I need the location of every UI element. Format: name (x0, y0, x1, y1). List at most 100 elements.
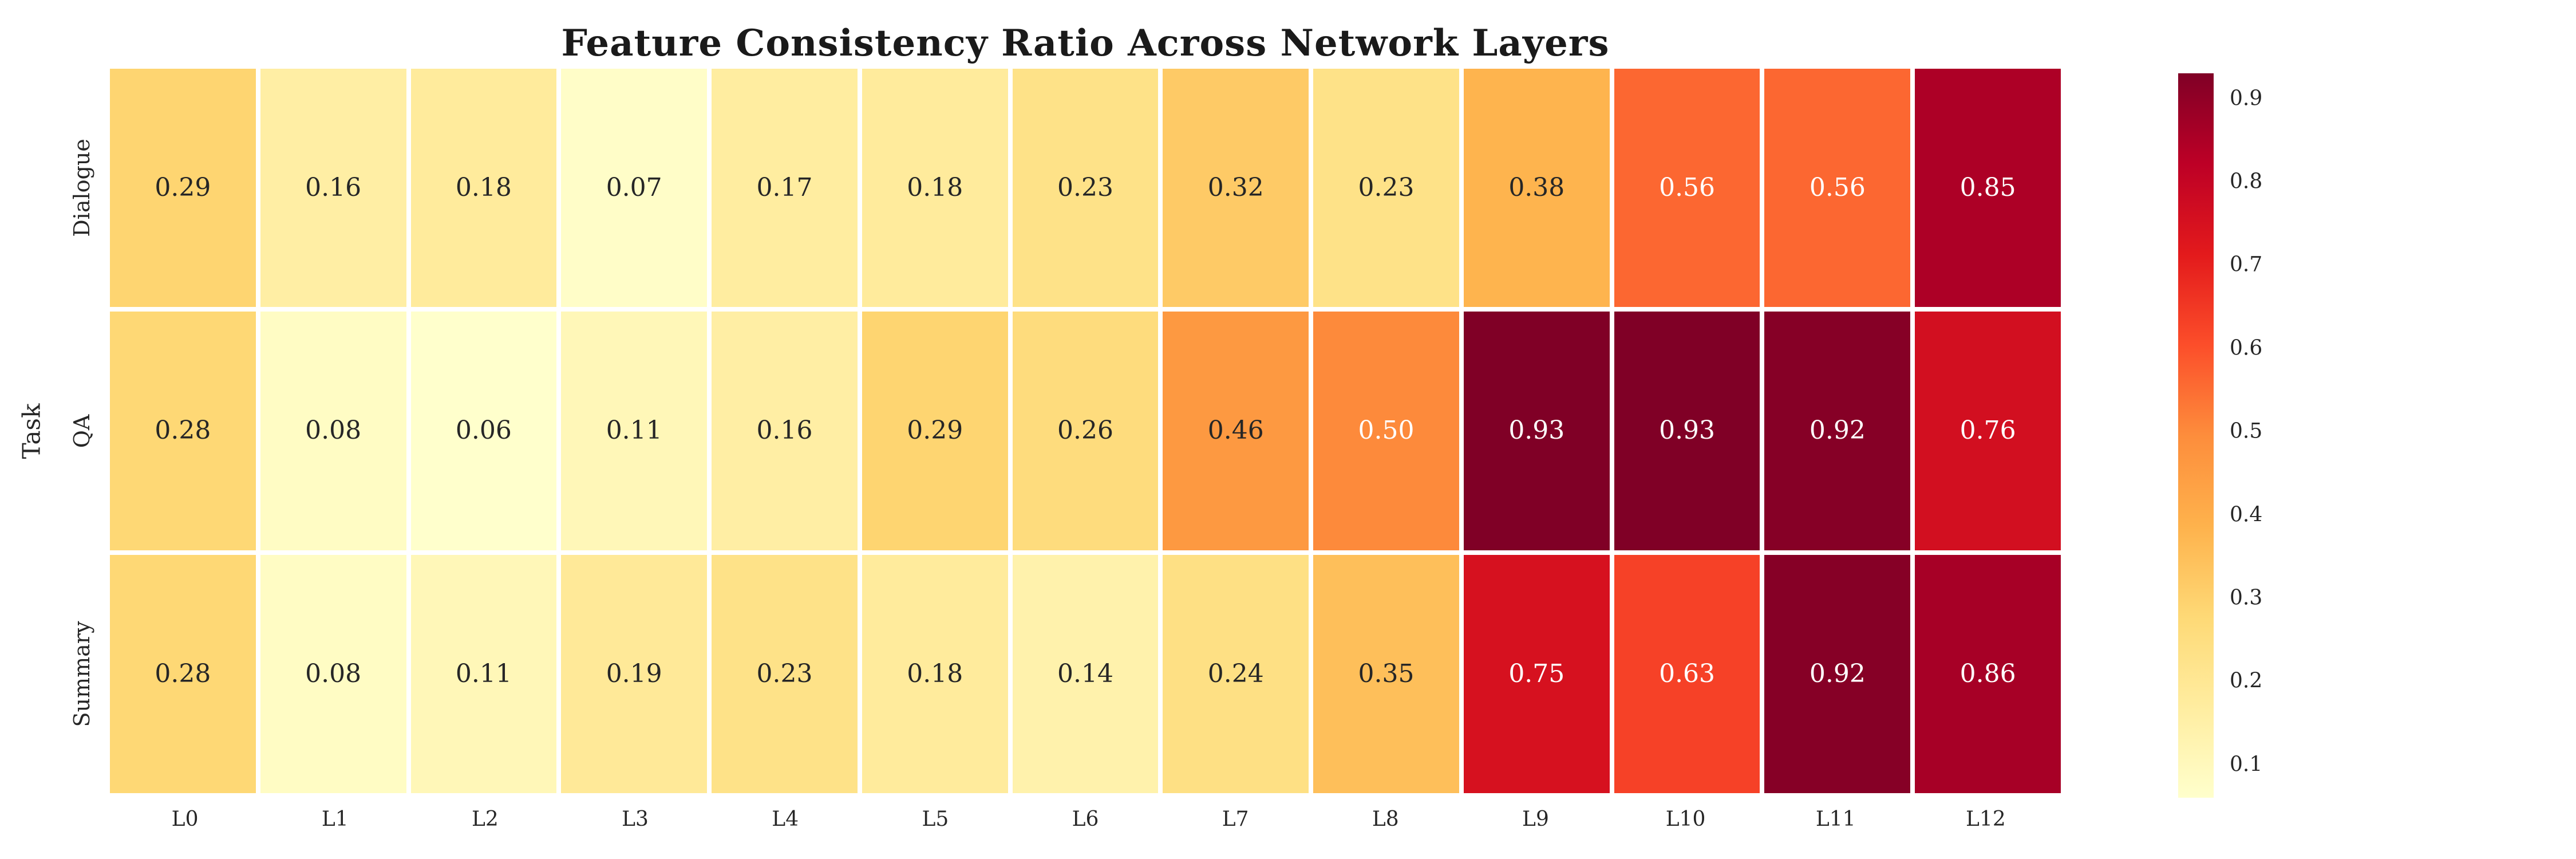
heatmap-cell: 0.07 (561, 69, 708, 308)
cell-value-label: 0.29 (907, 416, 963, 446)
x-tick-label: L6 (1072, 807, 1099, 831)
cell-value-label: 0.19 (606, 659, 662, 688)
heatmap-cell: 0.56 (1614, 69, 1760, 308)
x-tick-label: L1 (321, 807, 349, 831)
heatmap-cell: 0.63 (1614, 554, 1760, 793)
heatmap-cell: 0.11 (410, 554, 557, 793)
x-tick-label: L0 (171, 807, 199, 831)
x-axis: L0 L1 L2 L3 L4 L5 L6 L7 L8 L9 L10 L11 L12 (110, 801, 2061, 837)
cell-value-label: 0.18 (907, 659, 963, 688)
cell-value-label: 0.29 (155, 173, 211, 203)
heatmap-cell: 0.24 (1163, 554, 1309, 793)
cell-value-label: 0.28 (155, 659, 211, 688)
cell-value-label: 0.24 (1207, 659, 1264, 688)
heatmap-cell: 0.35 (1313, 554, 1459, 793)
heatmap-cell: 0.18 (410, 69, 557, 308)
y-tick-label: QA (69, 414, 94, 448)
heatmap-cell: 0.23 (712, 554, 858, 793)
colorbar-tick-label: 0.3 (2230, 586, 2263, 610)
cell-value-label: 0.08 (305, 659, 362, 688)
cell-value-label: 0.75 (1508, 659, 1565, 688)
heatmap-cell: 0.17 (712, 69, 858, 308)
heatmap-cell: 0.75 (1463, 554, 1610, 793)
cell-value-label: 0.11 (455, 659, 512, 688)
cell-value-label: 0.16 (305, 173, 362, 203)
cell-value-label: 0.50 (1358, 416, 1415, 446)
colorbar-tick-label: 0.5 (2230, 419, 2263, 443)
heatmap-cell: 0.18 (862, 69, 1008, 308)
heatmap-cell: 0.23 (1313, 69, 1459, 308)
colorbar-tick-label: 0.1 (2230, 752, 2263, 777)
cell-value-label: 0.46 (1207, 416, 1264, 446)
cell-value-label: 0.14 (1057, 659, 1113, 688)
x-tick-label: L10 (1665, 807, 1706, 831)
x-tick-label: L11 (1815, 807, 1856, 831)
cell-value-label: 0.23 (756, 659, 813, 688)
cell-value-label: 0.17 (756, 173, 813, 203)
chart-title: Feature Consistency Ratio Across Network… (561, 22, 1610, 65)
cell-value-label: 0.08 (305, 416, 362, 446)
cell-value-label: 0.06 (455, 416, 512, 446)
heatmap-cell: 0.85 (1915, 69, 2061, 308)
colorbar-tick-label: 0.2 (2230, 669, 2263, 693)
colorbar-tick-label: 0.8 (2230, 170, 2263, 194)
y-axis-title: Task (17, 403, 46, 459)
cell-value-label: 0.16 (756, 416, 813, 446)
x-tick-label: L4 (772, 807, 799, 831)
cell-value-label: 0.11 (606, 416, 662, 446)
heatmap-cell: 0.76 (1915, 312, 2061, 550)
heatmap-cell: 0.08 (260, 554, 406, 793)
heatmap-cell: 0.18 (862, 554, 1008, 793)
heatmap-cell: 0.93 (1463, 312, 1610, 550)
cell-value-label: 0.38 (1508, 173, 1565, 203)
x-tick-label: L8 (1372, 807, 1399, 831)
cell-value-label: 0.35 (1358, 659, 1415, 688)
heatmap-cell: 0.19 (561, 554, 708, 793)
cell-value-label: 0.93 (1659, 416, 1716, 446)
cell-value-label: 0.76 (1959, 416, 2016, 446)
heatmap-cell: 0.92 (1764, 312, 1911, 550)
heatmap-cell: 0.14 (1012, 554, 1159, 793)
x-tick-label: L7 (1222, 807, 1249, 831)
heatmap-cell: 0.86 (1915, 554, 2061, 793)
heatmap-cell: 0.29 (862, 312, 1008, 550)
cell-value-label: 0.07 (606, 173, 662, 203)
cell-value-label: 0.93 (1508, 416, 1565, 446)
heatmap-cell: 0.46 (1163, 312, 1309, 550)
colorbar (2178, 73, 2214, 798)
cell-value-label: 0.32 (1207, 173, 1264, 203)
cell-value-label: 0.92 (1809, 659, 1866, 688)
heatmap-cell: 0.26 (1012, 312, 1159, 550)
heatmap-cell: 0.16 (712, 312, 858, 550)
heatmap-cell: 0.28 (110, 554, 256, 793)
heatmap-grid: 0.29 0.16 0.18 0.07 0.17 0.18 0.23 0.32 0.23 0.38… (110, 69, 2061, 793)
y-tick-label: Dialogue (69, 139, 94, 237)
heatmap-cell: 0.92 (1764, 554, 1911, 793)
colorbar-tick-label: 0.7 (2230, 253, 2263, 277)
heatmap-cell: 0.93 (1614, 312, 1760, 550)
x-tick-label: L12 (1966, 807, 2006, 831)
heatmap-cell: 0.32 (1163, 69, 1309, 308)
y-tick-label: Summary (69, 621, 94, 727)
cell-value-label: 0.18 (455, 173, 512, 203)
heatmap-cell: 0.16 (260, 69, 406, 308)
colorbar-tick-label: 0.6 (2230, 336, 2263, 360)
cell-value-label: 0.63 (1659, 659, 1716, 688)
colorbar-tick-label: 0.4 (2230, 503, 2263, 527)
heatmap-cell: 0.29 (110, 69, 256, 308)
cell-value-label: 0.56 (1659, 173, 1716, 203)
cell-value-label: 0.85 (1959, 173, 2016, 203)
heatmap-cell: 0.56 (1764, 69, 1911, 308)
cell-value-label: 0.23 (1358, 173, 1415, 203)
x-tick-label: L9 (1522, 807, 1549, 831)
heatmap-cell: 0.38 (1463, 69, 1610, 308)
x-tick-label: L3 (622, 807, 649, 831)
heatmap-cell: 0.28 (110, 312, 256, 550)
heatmap-cell: 0.23 (1012, 69, 1159, 308)
heatmap-cell: 0.11 (561, 312, 708, 550)
heatmap-cell: 0.06 (410, 312, 557, 550)
heatmap-cell: 0.50 (1313, 312, 1459, 550)
x-tick-label: L2 (471, 807, 499, 831)
heatmap-cell: 0.08 (260, 312, 406, 550)
